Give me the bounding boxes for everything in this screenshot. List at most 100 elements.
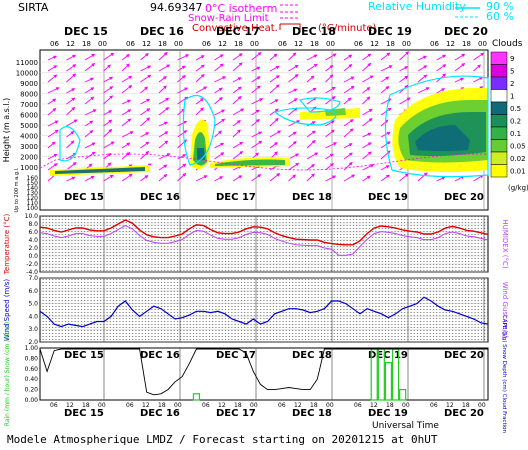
wind-barb-arrow: [47, 141, 56, 149]
wind-barb-arrow: [362, 75, 374, 83]
wind-barb-arrow: [140, 65, 152, 72]
wind-barb-arrow: [158, 97, 170, 105]
wind-barb-arrow: [399, 97, 411, 105]
wind-barb-arrow: [436, 64, 447, 72]
cloud-hour-label-top: 12: [218, 40, 227, 48]
wind-barb-arrow: [47, 120, 59, 127]
wind-barb-arrow: [343, 97, 352, 105]
panel-frame: [39, 215, 489, 273]
cloud-hour-label-top: 00: [98, 40, 107, 48]
wind-barb-arrow: [399, 173, 409, 182]
panel-y-tick: 2.0: [28, 339, 38, 346]
wind-barb-arrow: [140, 150, 150, 160]
precip-day-label-bottom: DEC 20: [444, 408, 484, 419]
wind-barb-arrow: [66, 176, 76, 182]
wind-barb-arrow: [306, 97, 317, 105]
wind-barb-arrow: [325, 129, 335, 138]
colorbar-level: 0.1: [510, 130, 521, 138]
wind-barb-arrow: [306, 164, 315, 171]
wind-barb-arrow: [84, 63, 96, 72]
wind-barb-arrow: [380, 85, 390, 94]
colorbar-level: 0.2: [510, 118, 521, 126]
wind-barb-arrow: [251, 52, 262, 61]
cloud-water-blob: [215, 159, 285, 166]
precip-hour-label: 06: [50, 402, 58, 409]
wind-barb-arrow: [177, 96, 189, 105]
cloud-water-blob: [415, 125, 470, 151]
precip-day-label-bottom: DEC 15: [64, 408, 104, 419]
wind-barb-arrow: [84, 120, 94, 127]
wind-barb-arrow: [306, 139, 316, 149]
wind-barb-arrow: [436, 54, 447, 61]
wind-barb-arrow: [325, 120, 335, 127]
precip-hour-label: 06: [126, 402, 134, 409]
cloud-fraction-line: [39, 348, 488, 396]
series-line-1: [39, 225, 489, 256]
wind-barb-arrow: [232, 95, 242, 105]
wind-barb-arrow: [380, 119, 389, 127]
precip-hour-label: 06: [202, 402, 210, 409]
panel-y-tick: 0.00: [25, 397, 39, 404]
wind-barb-arrow: [417, 172, 428, 182]
wind-barb-arrow: [158, 85, 167, 94]
wind-barb-arrow: [158, 51, 168, 61]
cloud-height-tick: 9000: [20, 80, 38, 88]
precip-day-label: DEC 20: [444, 350, 484, 361]
precip-hour-label: 12: [446, 402, 454, 409]
wind-barb-arrow: [47, 129, 59, 138]
wind-barb-arrow: [214, 76, 227, 83]
panel-y-tick: 2.0: [28, 245, 38, 252]
precip-hour-label: 18: [462, 402, 470, 409]
precip-hour-label: 00: [174, 402, 182, 409]
cloud-hour-label-top: 00: [402, 40, 411, 48]
colorbar-swatch: [490, 64, 508, 78]
wind-barb-arrow: [269, 75, 280, 83]
wind-barb-arrow: [177, 172, 187, 182]
wind-barb-arrow: [436, 88, 446, 94]
colorbar-swatch: [490, 114, 508, 128]
wind-barb-arrow: [288, 98, 298, 105]
wind-barb-arrow: [362, 62, 372, 72]
cloud-hour-label-top: 12: [370, 40, 379, 48]
cloud-day-label-top: DEC 15: [64, 25, 108, 38]
wind-barb-arrow: [343, 63, 353, 72]
wind-barb-arrow: [380, 174, 390, 182]
cloud-day-label-top: DEC 16: [140, 25, 184, 38]
wind-barb-arrow: [103, 174, 114, 182]
rain-bar: [399, 389, 407, 401]
rh-contour: [273, 107, 337, 126]
wind-panel: 7.0 6.0 5.0 4.0 3.0 2.0 Wind Speed (m/s) Wind G…: [3, 275, 509, 346]
wind-barb-arrow: [306, 75, 315, 83]
wind-barb-arrow: [121, 109, 132, 116]
wind-barb-arrow: [380, 76, 390, 83]
wind-barb-arrow: [269, 84, 280, 94]
colorbar-level: 0.5: [510, 105, 521, 113]
panel-y-tick: 1.00: [25, 345, 39, 352]
wind-barb-arrow: [47, 107, 57, 116]
cloud-hour-label-top: 18: [158, 40, 167, 48]
wind-barb-arrow: [232, 141, 244, 149]
wind-barb-arrow: [325, 65, 334, 72]
wind-barb-arrow: [251, 131, 263, 138]
precip-hour-label: 06: [278, 402, 286, 409]
precip-hour-label: 06: [354, 402, 362, 409]
cloud-height-tick: 4000: [20, 133, 38, 141]
panel-y-tick: 4.0: [28, 237, 38, 244]
wind-barb-arrow: [121, 75, 133, 83]
wind-barb-arrow: [66, 140, 75, 149]
wind-barb-arrow: [177, 120, 188, 127]
wind-barb-arrow: [288, 131, 297, 138]
wind-barb-arrow: [103, 52, 115, 61]
cloud-day-label-bottom: DEC 15: [64, 192, 104, 203]
wind-barb-arrow: [121, 151, 131, 160]
cloud-water-blob: [197, 148, 205, 160]
wind-barb-arrow: [232, 86, 242, 94]
cloud-day-label-bottom: DEC 16: [140, 192, 180, 203]
wind-barb-arrow: [214, 87, 223, 94]
colorbar-level: 0.02: [510, 155, 526, 163]
wind-barb-arrow: [177, 65, 186, 72]
wind-barb-arrow: [84, 142, 96, 149]
wind-barb-arrow: [84, 77, 94, 83]
